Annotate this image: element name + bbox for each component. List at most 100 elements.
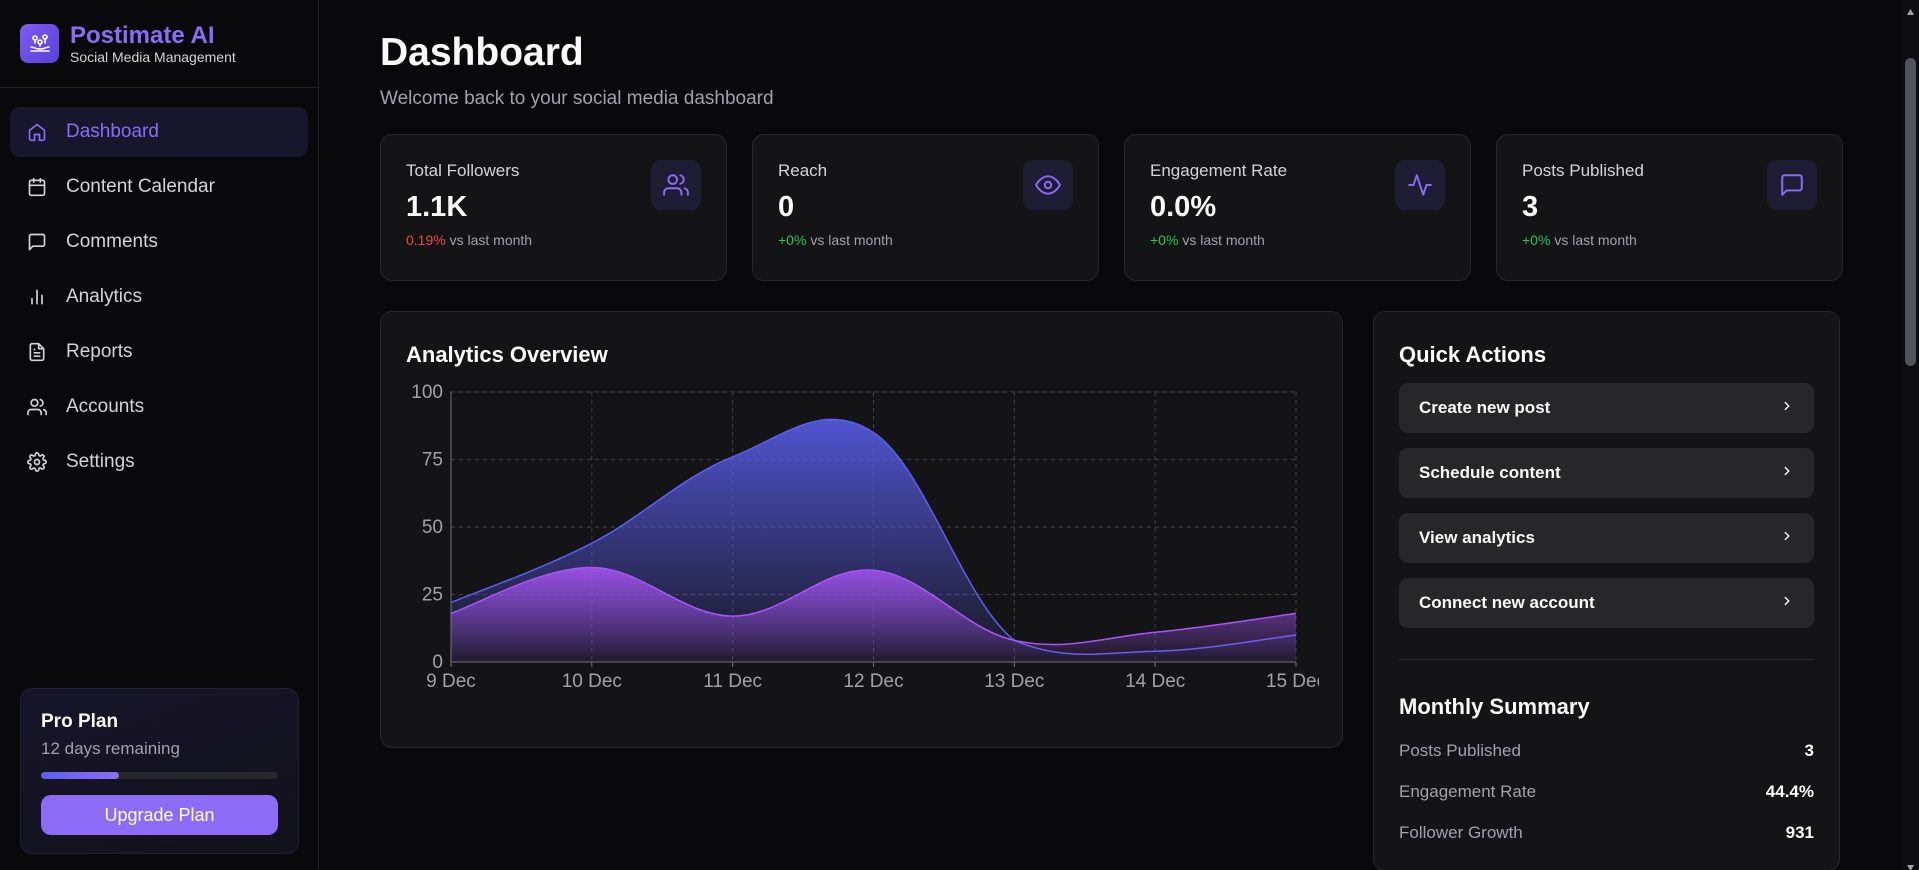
series-line-2 bbox=[450, 566, 1297, 646]
summary-value: 3 bbox=[1804, 741, 1814, 760]
quick-actions-list: Create new post Schedule content View an… bbox=[1399, 383, 1814, 628]
users-icon bbox=[26, 396, 48, 418]
scrollbar-thumb[interactable] bbox=[1905, 58, 1916, 366]
quick-action-label: Create new post bbox=[1419, 398, 1551, 417]
home-icon bbox=[26, 121, 48, 143]
x-tick-label: 11 Dec bbox=[703, 671, 762, 692]
plan-title: Pro Plan bbox=[41, 711, 119, 732]
stat-change: +0% bbox=[1522, 232, 1551, 248]
chevron-right-icon bbox=[1780, 398, 1794, 418]
users-icon bbox=[651, 160, 701, 210]
stat-value: 3 bbox=[1522, 191, 1539, 223]
stat-change-suffix: vs last month bbox=[449, 232, 533, 248]
plan-days-remaining: 12 days remaining bbox=[41, 739, 180, 758]
content-row: Analytics Overview 0 25 50 75 100 9 Dec 10 Dec… bbox=[380, 311, 1919, 870]
stat-label: Reach bbox=[778, 161, 828, 180]
stat-change-suffix: vs last month bbox=[1554, 232, 1637, 248]
create-new-post-button[interactable]: Create new post bbox=[1399, 383, 1814, 433]
summary-value: 44.4% bbox=[1765, 782, 1814, 801]
y-tick-label: 75 bbox=[422, 450, 443, 471]
sidebar-item-comments[interactable]: Comments bbox=[10, 217, 308, 267]
stat-value: 0 bbox=[778, 191, 795, 223]
monthly-summary-title: Monthly Summary bbox=[1399, 694, 1590, 719]
summary-label: Posts Published bbox=[1399, 741, 1521, 760]
connect-new-account-button[interactable]: Connect new account bbox=[1399, 578, 1814, 628]
x-tick-label: 10 Dec bbox=[562, 671, 622, 692]
sidebar-item-reports[interactable]: Reports bbox=[10, 327, 308, 377]
file-text-icon bbox=[26, 341, 48, 363]
plan-progress-fill bbox=[41, 772, 120, 779]
message-square-icon bbox=[1767, 160, 1817, 210]
quick-action-label: Connect new account bbox=[1419, 593, 1595, 612]
divider bbox=[1399, 659, 1814, 660]
summary-label: Follower Growth bbox=[1399, 823, 1523, 842]
sidebar-item-label: Comments bbox=[66, 231, 158, 252]
x-tick-label: 12 Dec bbox=[843, 671, 903, 692]
stat-label: Engagement Rate bbox=[1150, 161, 1288, 180]
x-tick-label: 14 Dec bbox=[1125, 671, 1185, 692]
chevron-right-icon bbox=[1780, 463, 1794, 483]
sidebar-item-label: Reports bbox=[66, 341, 133, 362]
stat-label: Posts Published bbox=[1522, 161, 1644, 180]
stat-card-engagement-rate: Engagement Rate 0.0% +0% vs last month bbox=[1124, 134, 1471, 281]
brand-title: Postimate AI bbox=[70, 21, 215, 49]
summary-row: Follower Growth 931 bbox=[1399, 823, 1814, 843]
activity-icon bbox=[1395, 160, 1445, 210]
chevron-right-icon bbox=[1780, 528, 1794, 548]
stat-value: 1.1K bbox=[406, 191, 468, 223]
quick-action-label: View analytics bbox=[1419, 528, 1535, 547]
stats-row: Total Followers 1.1K 0.19% vs last month… bbox=[380, 134, 1919, 281]
bar-chart-icon bbox=[26, 286, 48, 308]
page-subtitle: Welcome back to your social media dashbo… bbox=[380, 88, 774, 109]
stat-change-suffix: vs last month bbox=[1182, 232, 1265, 248]
analytics-overview-title: Analytics Overview bbox=[406, 342, 608, 367]
series-area-2 bbox=[451, 567, 1296, 662]
schedule-content-button[interactable]: Schedule content bbox=[1399, 448, 1814, 498]
sidebar-nav: Dashboard Content Calendar Comments Anal… bbox=[0, 88, 318, 487]
analytics-chart: 0 25 50 75 100 9 Dec 10 Dec 11 Dec 12 Dec 13 Dec 1… bbox=[411, 382, 1319, 692]
stat-card-total-followers: Total Followers 1.1K 0.19% vs last month bbox=[380, 134, 727, 281]
eye-icon bbox=[1023, 160, 1073, 210]
y-tick-label: 100 bbox=[411, 382, 443, 403]
quick-action-label: Schedule content bbox=[1419, 463, 1561, 482]
stat-change-suffix: vs last month bbox=[810, 232, 893, 248]
page-title: Dashboard bbox=[380, 31, 584, 74]
summary-value: 931 bbox=[1785, 823, 1814, 842]
x-tick-label: 15 Dec bbox=[1266, 671, 1319, 692]
sidebar-item-label: Settings bbox=[66, 451, 135, 472]
y-tick-label: 0 bbox=[432, 652, 443, 673]
summary-row: Engagement Rate 44.4% bbox=[1399, 782, 1814, 802]
analytics-overview-card: Analytics Overview 0 25 50 75 100 9 Dec 10 Dec… bbox=[380, 311, 1343, 748]
sidebar-item-accounts[interactable]: Accounts bbox=[10, 382, 308, 432]
chevron-right-icon bbox=[1780, 593, 1794, 613]
scroll-down-arrow-icon[interactable] bbox=[1906, 859, 1915, 870]
summary-label: Engagement Rate bbox=[1399, 782, 1537, 801]
sidebar-item-analytics[interactable]: Analytics bbox=[10, 272, 308, 322]
sidebar-item-label: Dashboard bbox=[66, 121, 159, 142]
sidebar: Postimate AI Social Media Management Das… bbox=[0, 0, 319, 870]
view-analytics-button[interactable]: View analytics bbox=[1399, 513, 1814, 563]
sidebar-item-dashboard[interactable]: Dashboard bbox=[10, 107, 308, 157]
pro-plan-card: Pro Plan 12 days remaining Upgrade Plan bbox=[20, 688, 299, 854]
brand-subtitle: Social Media Management bbox=[70, 48, 236, 65]
stat-value: 0.0% bbox=[1150, 191, 1217, 223]
stat-change: 0.19% bbox=[406, 232, 446, 248]
sidebar-item-label: Analytics bbox=[66, 286, 143, 307]
y-tick-label: 50 bbox=[422, 517, 443, 538]
stat-card-posts-published: Posts Published 3 +0% vs last month bbox=[1496, 134, 1843, 281]
scroll-up-arrow-icon[interactable] bbox=[1906, 3, 1915, 15]
sidebar-item-label: Content Calendar bbox=[66, 176, 215, 197]
stat-change: +0% bbox=[1150, 232, 1179, 248]
upgrade-plan-button[interactable]: Upgrade Plan bbox=[41, 795, 278, 835]
x-tick-label: 9 Dec bbox=[426, 671, 476, 692]
brand: Postimate AI Social Media Management bbox=[0, 0, 318, 88]
quick-actions-title: Quick Actions bbox=[1399, 342, 1547, 367]
stat-card-reach: Reach 0 +0% vs last month bbox=[752, 134, 1099, 281]
gear-icon bbox=[26, 451, 48, 473]
sidebar-item-content-calendar[interactable]: Content Calendar bbox=[10, 162, 308, 212]
sidebar-item-settings[interactable]: Settings bbox=[10, 437, 308, 487]
scrollbar[interactable] bbox=[1902, 0, 1919, 870]
calendar-icon bbox=[26, 176, 48, 198]
message-square-icon bbox=[26, 231, 48, 253]
